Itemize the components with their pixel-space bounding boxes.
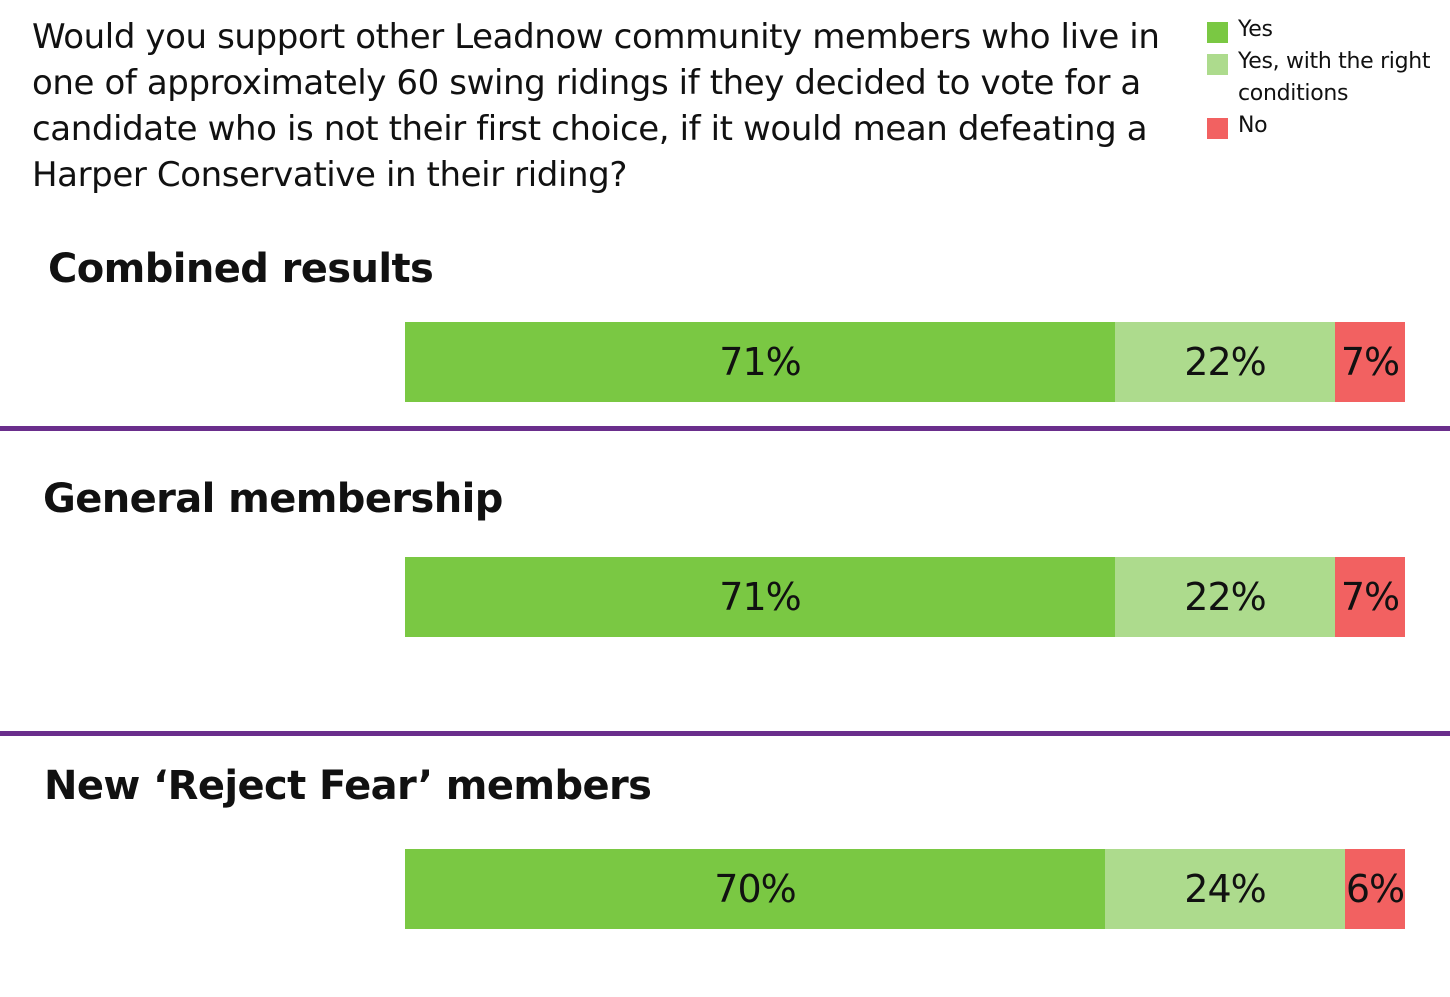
chart-title-reject-fear: New ‘Reject Fear’ members [44, 763, 652, 809]
legend-swatch-no [1207, 118, 1228, 139]
section-divider [0, 426, 1450, 431]
legend-item-yes-conditions: Yes, with the right conditions [1207, 46, 1443, 110]
legend-item-yes: Yes [1207, 14, 1443, 46]
section-divider [0, 731, 1450, 736]
legend-item-no: No [1207, 110, 1443, 142]
bar-segment-no: 7% [1335, 322, 1405, 402]
bar-reject-fear: 70% 24% 6% [405, 849, 1405, 929]
bar-segment-yes: 70% [405, 849, 1105, 929]
legend-label-no: No [1238, 113, 1268, 138]
legend-swatch-yes [1207, 22, 1228, 43]
bar-segment-yes: 71% [405, 322, 1115, 402]
legend-swatch-yes-conditions [1207, 54, 1228, 75]
question-text: Would you support other Leadnow communit… [32, 17, 1160, 195]
bar-segment-yes: 71% [405, 557, 1115, 637]
legend: Yes Yes, with the right conditions No [1207, 14, 1443, 142]
chart-title-general: General membership [43, 476, 503, 522]
bar-segment-no: 7% [1335, 557, 1405, 637]
chart-title-combined: Combined results [48, 246, 434, 292]
bar-segment-yes-conditions: 22% [1115, 322, 1335, 402]
legend-label-yes-conditions: Yes, with the right conditions [1238, 49, 1431, 106]
bar-combined: 71% 22% 7% [405, 322, 1405, 402]
bar-segment-yes-conditions: 22% [1115, 557, 1335, 637]
legend-label-yes: Yes [1238, 17, 1273, 42]
bar-segment-yes-conditions: 24% [1105, 849, 1345, 929]
bar-general: 71% 22% 7% [405, 557, 1405, 637]
bar-segment-no: 6% [1345, 849, 1405, 929]
